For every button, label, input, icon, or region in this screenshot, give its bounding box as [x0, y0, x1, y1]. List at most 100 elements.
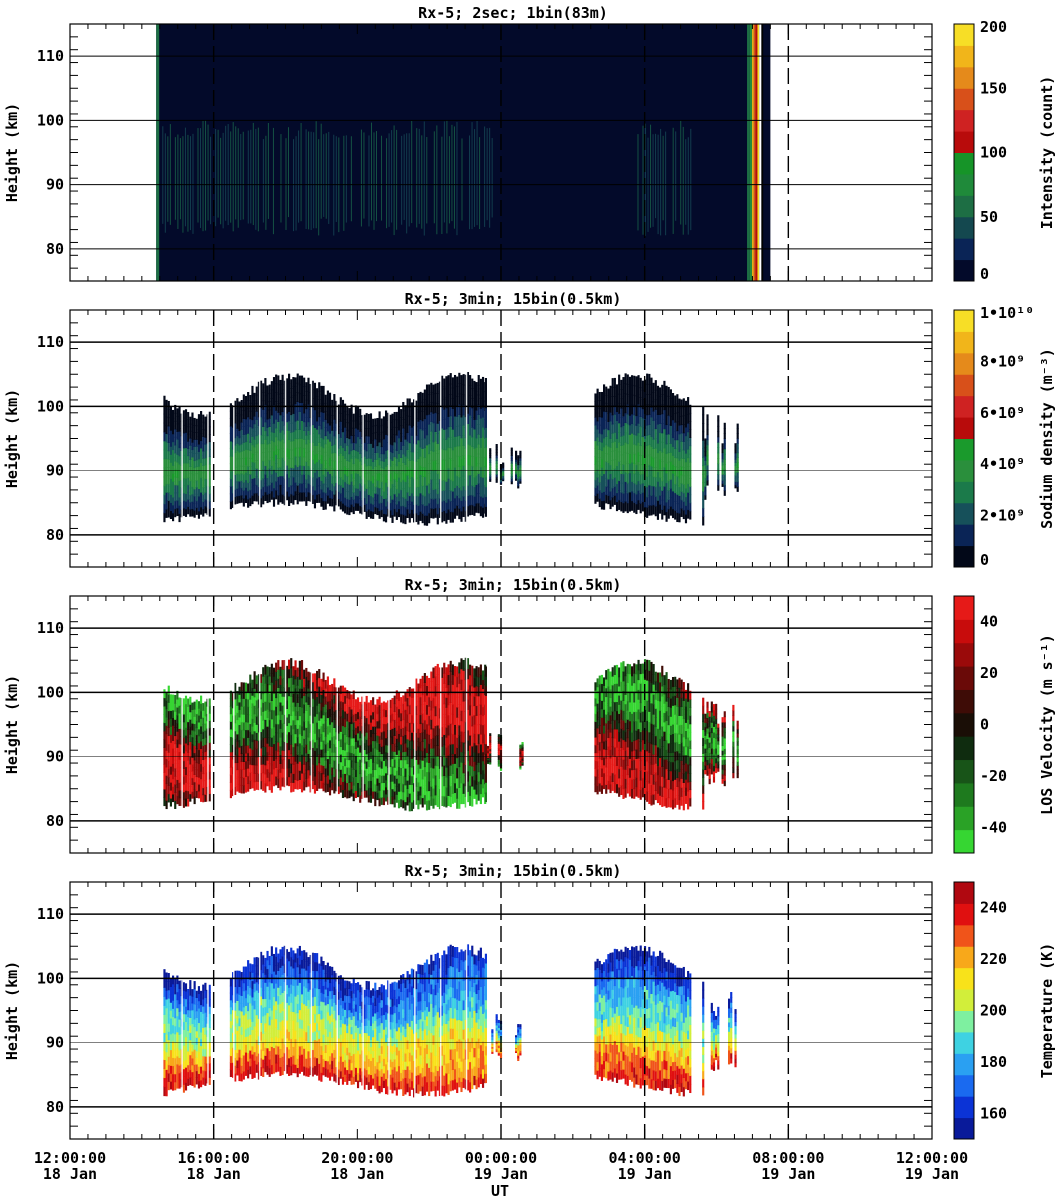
- data-cell: [238, 762, 241, 771]
- data-cell: [481, 487, 485, 498]
- data-cell: [279, 449, 282, 459]
- data-cell: [687, 457, 690, 467]
- data-cell: [717, 442, 720, 448]
- data-cell: [359, 752, 362, 760]
- data-cell: [374, 465, 377, 474]
- data-cell: [631, 404, 634, 415]
- data-cell: [285, 447, 289, 457]
- data-cell: [244, 729, 248, 738]
- data-cell: [202, 724, 205, 732]
- data-cell: [684, 418, 688, 428]
- data-cell: [451, 449, 454, 461]
- data-cell: [451, 408, 454, 420]
- data-cell: [290, 379, 293, 389]
- data-cell: [311, 681, 314, 691]
- data-cell: [184, 695, 188, 705]
- data-cell: [458, 497, 461, 509]
- data-cell: [305, 399, 308, 410]
- data-cell: [341, 789, 345, 799]
- data-cell: [443, 459, 446, 471]
- data-cell: [195, 755, 198, 764]
- intensity-streak: [300, 123, 302, 222]
- data-cell: [367, 745, 370, 753]
- data-cell: [182, 440, 185, 449]
- data-cell: [202, 752, 205, 761]
- data-cell: [650, 377, 653, 389]
- data-cell: [365, 428, 368, 437]
- data-cell: [184, 485, 188, 494]
- data-cell: [208, 793, 211, 802]
- colorbar-swatch: [954, 173, 974, 196]
- data-cell: [172, 425, 175, 435]
- data-cell: [489, 450, 492, 454]
- data-cell: [400, 417, 403, 426]
- data-cell: [652, 420, 655, 431]
- data-cell: [238, 777, 241, 786]
- data-cell: [635, 435, 638, 446]
- data-cell: [266, 494, 269, 504]
- data-cell: [489, 469, 492, 473]
- data-cell: [259, 706, 263, 716]
- colorbar-swatch: [954, 459, 974, 482]
- data-cell: [313, 489, 317, 500]
- data-cell: [367, 752, 370, 760]
- data-cell: [240, 443, 243, 452]
- data-cell: [195, 486, 198, 495]
- data-cell: [477, 483, 480, 494]
- data-cell: [176, 763, 179, 772]
- data-cell: [182, 500, 185, 509]
- data-cell: [277, 760, 280, 770]
- data-cell: [296, 475, 299, 486]
- data-cell: [475, 428, 478, 439]
- data-cell: [404, 515, 407, 525]
- data-cell: [184, 470, 188, 479]
- data-cell: [167, 735, 170, 745]
- data-cell: [391, 735, 394, 744]
- data-cell: [255, 476, 258, 486]
- data-cell: [264, 413, 267, 423]
- data-cell: [402, 410, 405, 420]
- data-cell: [275, 392, 278, 402]
- data-cell: [195, 418, 198, 427]
- data-cell: [374, 438, 377, 447]
- data-cell: [187, 706, 190, 715]
- data-cell: [234, 714, 237, 724]
- data-cell: [337, 785, 340, 795]
- data-cell: [633, 463, 636, 474]
- data-cell: [204, 787, 207, 795]
- data-cell: [637, 442, 640, 453]
- data-cell: [266, 666, 269, 676]
- data-cell: [391, 750, 394, 760]
- data-cell: [393, 478, 396, 487]
- data-cell: [631, 471, 634, 482]
- data-cell: [348, 729, 351, 738]
- data-cell: [611, 460, 614, 471]
- intensity-streak: [446, 120, 448, 234]
- data-cell: [600, 450, 604, 460]
- data-cell: [240, 407, 243, 416]
- data-cell: [389, 451, 392, 460]
- data-cell: [481, 507, 485, 518]
- data-cell: [172, 473, 175, 482]
- data-cell: [350, 766, 353, 775]
- data-cell: [425, 424, 429, 436]
- data-cell: [378, 766, 381, 776]
- data-cell: [275, 463, 278, 473]
- data-cell: [200, 477, 203, 486]
- data-gap: [310, 310, 313, 567]
- data-cell: [646, 476, 649, 488]
- data-cell: [313, 690, 317, 700]
- data-cell: [294, 447, 297, 457]
- data-cell: [352, 435, 355, 443]
- data-cell: [189, 696, 192, 705]
- data-cell: [432, 432, 435, 443]
- data-cell: [172, 441, 175, 451]
- data-cell: [182, 447, 185, 456]
- data-cell: [436, 392, 439, 404]
- data-cell: [374, 711, 377, 720]
- data-cell: [410, 749, 414, 759]
- data-cell: [462, 445, 465, 456]
- data-cell: [184, 798, 188, 807]
- data-cell: [339, 738, 342, 748]
- data-cell: [311, 442, 314, 452]
